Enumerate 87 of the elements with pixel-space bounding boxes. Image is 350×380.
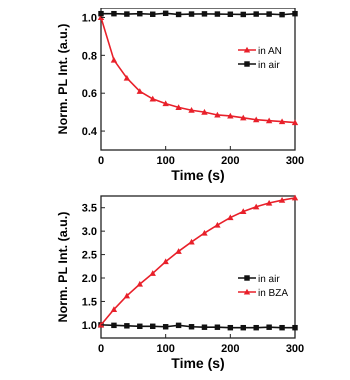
point: [124, 11, 130, 17]
point: [253, 11, 259, 17]
point: [98, 10, 104, 16]
point: [124, 292, 130, 298]
point: [136, 280, 143, 287]
point: [214, 324, 220, 330]
point: [176, 322, 182, 328]
legend-label: in air: [258, 274, 280, 285]
point: [162, 258, 169, 264]
point: [240, 324, 246, 330]
point: [188, 238, 195, 244]
point: [175, 248, 182, 254]
x-axis-title: Time (s): [171, 167, 225, 183]
point: [162, 10, 168, 16]
y-tick-label: 1.5: [82, 296, 97, 308]
x-tick-label: 0: [98, 155, 104, 167]
point: [266, 117, 272, 124]
point: [175, 104, 182, 110]
y-tick-label: 0.8: [82, 50, 97, 62]
x-tick-label: 300: [286, 343, 304, 355]
legend-label: in AN: [258, 46, 282, 57]
point: [266, 200, 272, 206]
point: [188, 324, 194, 330]
point: [292, 194, 298, 200]
x-tick-label: 200: [221, 155, 240, 167]
point: [150, 324, 156, 330]
point: [214, 222, 221, 228]
point: [253, 116, 260, 122]
point: [124, 323, 130, 329]
point: [278, 197, 286, 203]
point: [202, 324, 208, 330]
point: [137, 324, 143, 330]
x-tick-label: 300: [286, 155, 304, 167]
point: [214, 11, 220, 17]
point: [240, 114, 246, 120]
x-tick-label: 100: [156, 343, 175, 355]
point: [228, 324, 234, 330]
y-tick-label: 0.4: [82, 126, 98, 138]
point: [227, 112, 234, 118]
point: [266, 324, 272, 330]
point: [292, 119, 298, 126]
point: [188, 107, 195, 113]
point: [214, 112, 221, 118]
point: [110, 56, 118, 63]
point: [111, 322, 117, 328]
point: [150, 96, 156, 102]
legend-label: in air: [258, 60, 280, 71]
y-axis-title: Norm. PL Int. (a.u.): [56, 212, 70, 322]
point: [292, 10, 298, 16]
point: [150, 270, 156, 276]
point: [201, 108, 208, 115]
y-tick-label: 3.5: [82, 202, 97, 215]
point: [278, 118, 286, 124]
point: [266, 11, 272, 17]
point: [137, 10, 143, 16]
legend-label: in BZA: [258, 288, 288, 299]
y-tick-label: 1.0: [82, 12, 97, 24]
x-tick-label: 100: [156, 155, 175, 167]
point: [279, 324, 285, 330]
x-tick-label: 0: [98, 343, 104, 355]
point: [228, 12, 234, 17]
y-tick-label: 1.0: [82, 320, 97, 332]
point: [201, 230, 208, 236]
point: [188, 11, 194, 17]
y-tick-label: 3.0: [82, 226, 97, 238]
y-tick-label: 0.6: [82, 88, 97, 100]
point: [240, 208, 246, 214]
x-tick-label: 200: [221, 343, 240, 355]
point: [253, 204, 260, 210]
x-axis-title: Time (s): [171, 355, 225, 371]
point: [176, 12, 182, 18]
point: [240, 12, 246, 18]
point: [202, 11, 208, 17]
y-tick-label: 2.5: [82, 250, 97, 262]
point: [111, 10, 117, 16]
point: [150, 12, 156, 17]
point: [227, 214, 234, 220]
point: [136, 88, 143, 94]
point: [162, 100, 169, 106]
point: [162, 324, 168, 330]
point: [253, 324, 259, 330]
point: [124, 74, 130, 81]
y-tick-label: 2.0: [82, 273, 97, 286]
point: [279, 12, 285, 18]
y-axis-title: Norm. PL Int. (a.u.): [56, 24, 70, 134]
point: [110, 306, 118, 312]
point: [292, 324, 298, 330]
